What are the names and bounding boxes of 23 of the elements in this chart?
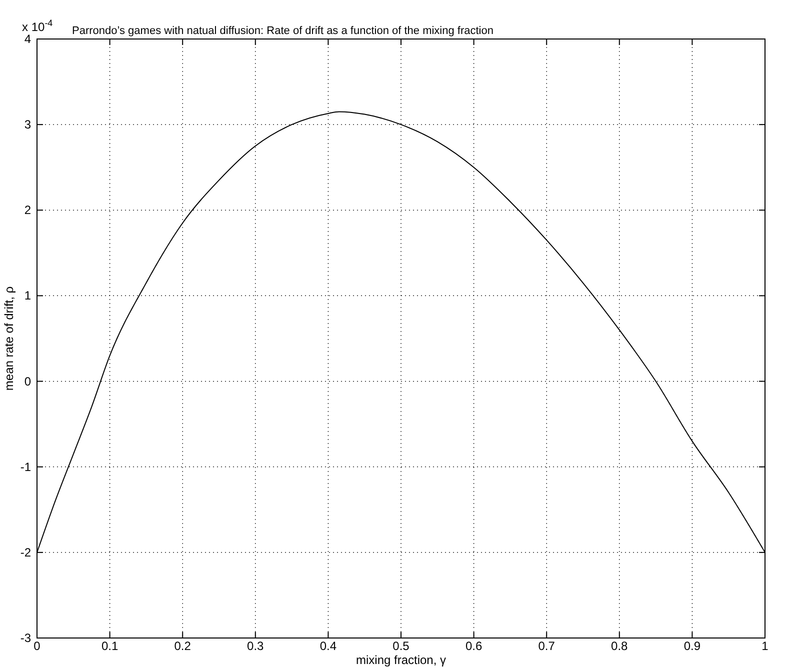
x-axis-title: mixing fraction, γ <box>356 653 446 667</box>
y-tick-label: 4 <box>24 32 32 46</box>
y-tick-label: 3 <box>24 118 32 132</box>
y-tick-label: 1 <box>24 288 32 303</box>
y-tick-label: 2 <box>24 203 32 218</box>
y-tick-label: -3 <box>20 631 32 645</box>
y-axis-title: mean rate of drift, ρ <box>2 286 16 391</box>
y-tick-label: -2 <box>20 545 32 560</box>
x-tick-label: 0.5 <box>392 639 410 653</box>
x-tick-label: 0.6 <box>465 639 482 653</box>
x-tick-label: 1 <box>762 639 769 653</box>
x-tick-label: 0 <box>34 639 41 653</box>
x-tick-label: 0.8 <box>611 639 628 653</box>
chart-title: Parrondo’s games with natual diffusion: Rate of drift as a function of the mixing fraction <box>72 25 494 37</box>
x-tick-label: 0.4 <box>320 639 337 653</box>
x-tick-label: 0.3 <box>247 639 264 653</box>
y-tick-label: -1 <box>20 460 32 474</box>
x-tick-label: 0.2 <box>174 639 192 653</box>
text: x 10$^{-4}$ <box>22 18 53 34</box>
x-tick-label: 0.1 <box>101 639 118 653</box>
x-tick-label: 0.7 <box>538 639 556 653</box>
x-tick-label: 0.9 <box>684 639 701 653</box>
y-tick-label: 0 <box>24 374 32 388</box>
